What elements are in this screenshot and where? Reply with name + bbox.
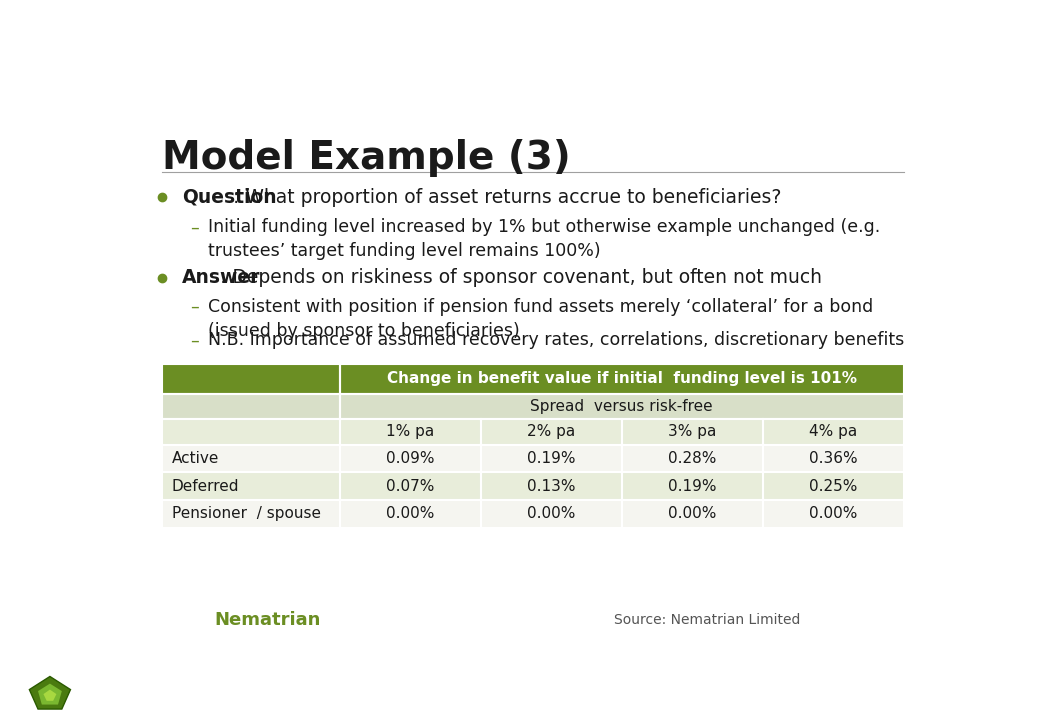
Text: 2% pa: 2% pa (527, 424, 575, 439)
Bar (162, 419, 339, 444)
Bar (162, 472, 339, 500)
Bar (480, 444, 622, 472)
Bar (762, 444, 904, 472)
Bar (162, 472, 339, 500)
Text: 0.00%: 0.00% (809, 506, 857, 521)
Text: Nematrian: Nematrian (214, 611, 321, 629)
Text: Model Example (3): Model Example (3) (162, 139, 571, 177)
Text: –: – (190, 331, 200, 349)
Text: 0.19%: 0.19% (527, 451, 575, 466)
Text: N.B. Importance of assumed recovery rates, correlations, discretionary benefits: N.B. Importance of assumed recovery rate… (208, 331, 905, 349)
Text: 0.00%: 0.00% (386, 506, 435, 521)
Bar (339, 419, 480, 444)
Bar (480, 500, 622, 528)
Bar (622, 444, 762, 472)
Bar (162, 444, 339, 472)
Bar (339, 444, 480, 472)
Text: Active: Active (172, 451, 219, 466)
Bar (622, 500, 762, 528)
Text: –: – (190, 218, 200, 236)
Bar (762, 500, 904, 528)
Text: Deferred: Deferred (172, 479, 239, 494)
Text: 4% pa: 4% pa (809, 424, 857, 439)
Text: Change in benefit value if initial  funding level is 101%: Change in benefit value if initial fundi… (387, 371, 857, 386)
Bar (480, 444, 622, 472)
Bar (622, 419, 762, 444)
Bar (339, 500, 480, 528)
Text: 0.28%: 0.28% (668, 451, 717, 466)
Bar (339, 472, 480, 500)
Bar (480, 419, 622, 444)
Text: 0.19%: 0.19% (668, 479, 717, 494)
Bar (480, 472, 622, 500)
Bar (762, 472, 904, 500)
Text: 0.36%: 0.36% (809, 451, 858, 466)
Text: 1% pa: 1% pa (386, 424, 435, 439)
Text: 0.07%: 0.07% (386, 479, 435, 494)
Bar (162, 394, 339, 419)
Bar (762, 472, 904, 500)
Text: Source: Nematrian Limited: Source: Nematrian Limited (614, 613, 800, 626)
Bar (762, 444, 904, 472)
Text: Consistent with position if pension fund assets merely ‘collateral’ for a bond
(: Consistent with position if pension fund… (208, 298, 874, 340)
Bar (480, 419, 622, 444)
Text: 10: 10 (990, 685, 1016, 703)
Bar (339, 444, 480, 472)
Text: 0.25%: 0.25% (809, 479, 857, 494)
Text: 0.00%: 0.00% (527, 506, 575, 521)
Text: Question: Question (182, 188, 277, 207)
Text: 0.13%: 0.13% (527, 479, 575, 494)
Bar (162, 394, 339, 419)
Bar (339, 394, 904, 419)
Bar (622, 444, 762, 472)
Bar (339, 394, 904, 419)
Bar (622, 500, 762, 528)
Bar (480, 500, 622, 528)
Polygon shape (44, 690, 56, 701)
Text: Answer: Answer (182, 268, 261, 287)
Bar (762, 419, 904, 444)
Text: 3% pa: 3% pa (668, 424, 717, 439)
Text: Spread  versus risk-free: Spread versus risk-free (530, 399, 713, 414)
Text: Pensioner  / spouse: Pensioner / spouse (172, 506, 321, 521)
Text: –: – (190, 298, 200, 316)
Bar (162, 419, 339, 444)
Text: Initial funding level increased by 1% but otherwise example unchanged (e.g.
trus: Initial funding level increased by 1% bu… (208, 218, 881, 260)
Bar (622, 419, 762, 444)
Bar (162, 500, 339, 528)
Bar (162, 364, 339, 394)
Bar (622, 472, 762, 500)
Bar (162, 364, 339, 394)
Bar (162, 444, 339, 472)
Bar (480, 472, 622, 500)
Polygon shape (38, 683, 61, 705)
Bar (339, 364, 904, 394)
Bar (622, 472, 762, 500)
Text: 0.09%: 0.09% (386, 451, 435, 466)
Bar (762, 500, 904, 528)
Bar (339, 364, 904, 394)
Text: : What proportion of asset returns accrue to beneficiaries?: : What proportion of asset returns accru… (233, 188, 781, 207)
Bar (339, 472, 480, 500)
Text: 0.00%: 0.00% (668, 506, 717, 521)
Bar (762, 419, 904, 444)
Polygon shape (29, 677, 71, 709)
Bar (339, 500, 480, 528)
Bar (339, 419, 480, 444)
Text: : Depends on riskiness of sponsor covenant, but often not much: : Depends on riskiness of sponsor covena… (220, 268, 822, 287)
Bar (162, 500, 339, 528)
